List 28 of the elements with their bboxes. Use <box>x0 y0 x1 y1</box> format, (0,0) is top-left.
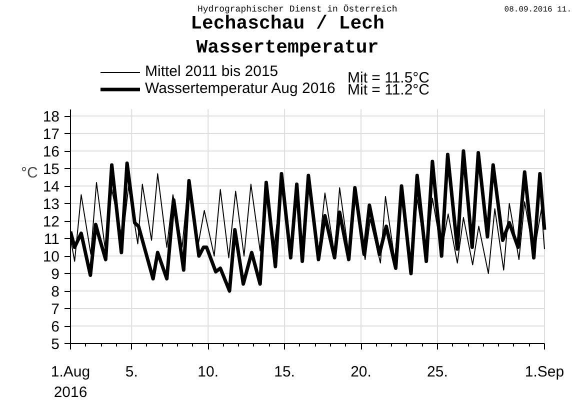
y-tick-label: 10 <box>42 248 60 266</box>
y-tick-label: 8 <box>51 284 60 301</box>
text: Hydrographischer Dienst in Österreich <box>198 4 398 14</box>
y-tick-label: 18 <box>42 108 60 126</box>
x-tick-label: 10. <box>198 364 219 380</box>
x-tick-label: 25. <box>427 364 448 380</box>
text: 08.09.2016 11. <box>504 6 572 14</box>
y-tick-label: 5 <box>51 336 60 353</box>
y-axis-title: °C <box>20 164 38 182</box>
x-tick-label: 5. <box>125 364 138 380</box>
y-tick-label: 12 <box>42 214 60 231</box>
y-tick-label: 16 <box>42 144 60 161</box>
chart-subtitle: Wassertemperatur <box>196 36 379 58</box>
y-tick-label: 9 <box>51 266 60 284</box>
y-tick-label: 15 <box>42 161 60 178</box>
y-tick-label: 17 <box>42 126 60 144</box>
legend-label: Mittel 2011 bis 2015 <box>145 63 278 80</box>
y-tick-label: 13 <box>42 196 60 214</box>
y-tick-label: 11 <box>44 231 60 248</box>
x-tick-label: 20. <box>350 364 372 380</box>
x-tick-label: 1.Sep <box>524 364 564 380</box>
y-tick-label: 14 <box>42 178 60 196</box>
y-tick-label: 6 <box>51 318 60 336</box>
legend-label: Wassertemperatur Aug 2016 <box>145 80 336 97</box>
x-tick-label: 15. <box>274 364 295 380</box>
chart-title: Lechaschau / Lech <box>190 12 384 34</box>
y-tick-label: 7 <box>51 301 60 318</box>
x-tick-label: 1.Aug 2016 <box>50 364 90 401</box>
